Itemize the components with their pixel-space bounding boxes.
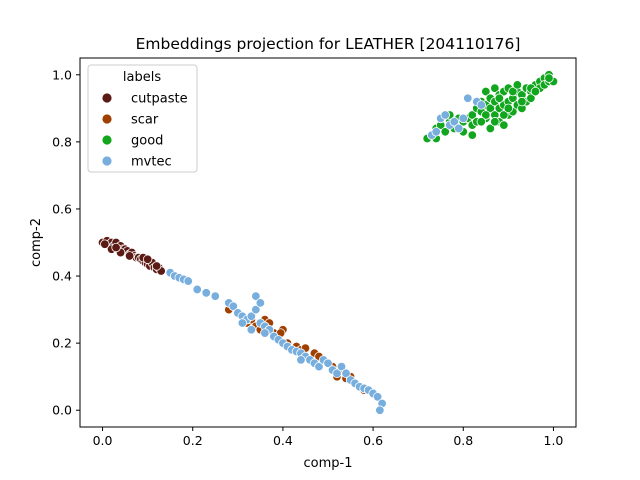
point-mvtec-55: [449, 117, 459, 127]
point-good-54: [481, 110, 491, 120]
point-mvtec-56: [454, 123, 464, 134]
point-good-13: [467, 110, 477, 120]
point-mvtec-57: [458, 113, 468, 124]
point-cutpaste-31: [151, 261, 162, 271]
point-mvtec-51: [431, 127, 441, 137]
point-mvtec-43: [372, 392, 383, 402]
x-tick-label-4: 0.8: [453, 433, 473, 448]
point-good-5: [440, 127, 450, 137]
point-mvtec-5: [192, 284, 202, 295]
point-good-23: [485, 123, 496, 134]
point-good-45: [526, 93, 536, 103]
y-tick-label-3: 0.6: [52, 201, 72, 216]
point-good-64: [503, 103, 514, 114]
point-good-61: [544, 73, 554, 83]
x-tick-label-0: 0.0: [93, 433, 113, 448]
axes-frame: [79, 57, 577, 428]
x-tick-label-3: 0.6: [363, 433, 383, 448]
x-axis: 0.0 0.2 0.4 0.6 0.8 1.0: [93, 427, 564, 448]
legend-label-cutpaste: cutpaste: [131, 92, 188, 107]
point-good-57: [508, 86, 518, 97]
x-tick-label-1: 0.2: [183, 433, 203, 448]
point-cutpaste-30: [142, 254, 153, 264]
point-mvtec-6: [201, 288, 211, 298]
point-good-67: [512, 80, 523, 90]
point-mvtec-45: [375, 405, 385, 415]
point-mvtec-60: [476, 100, 487, 110]
point-mvtec-58: [463, 93, 473, 103]
point-mvtec-47: [260, 328, 270, 338]
legend-title: labels: [123, 70, 161, 85]
y-axis: 0.0 0.2 0.4 0.6 0.8 1.0: [52, 67, 80, 418]
point-cutpaste-28: [124, 251, 135, 261]
point-mvtec-46: [246, 325, 257, 335]
point-mvtec-49: [296, 355, 306, 365]
y-tick-label-0: 0.0: [52, 403, 72, 418]
legend-marker-good: [101, 134, 113, 146]
legend-marker-scar: [101, 113, 113, 125]
plot-marks: [97, 70, 559, 415]
y-tick-label-4: 0.8: [52, 134, 72, 149]
point-mvtec-30: [314, 361, 324, 372]
legend-box: [87, 64, 198, 173]
point-good-60: [530, 86, 541, 97]
legend-marker-cutpaste: [101, 92, 113, 104]
point-mvtec-53: [440, 110, 450, 120]
point-good-32: [499, 120, 509, 130]
point-mvtec-35: [336, 361, 347, 372]
point-good-63: [494, 93, 505, 103]
x-tick-label-2: 0.4: [273, 433, 293, 448]
point-cutpaste-33: [111, 242, 121, 253]
y-tick-label-1: 0.2: [52, 336, 72, 351]
y-axis-label: comp-2: [29, 218, 44, 267]
legend-label-good: good: [131, 134, 163, 149]
point-good-58: [517, 96, 527, 107]
point-mvtec-15: [251, 291, 261, 301]
point-good-22: [485, 103, 496, 114]
point-cutpaste-32: [100, 239, 110, 249]
point-mvtec-7: [210, 291, 220, 301]
point-mvtec-13: [246, 311, 257, 322]
y-tick-label-2: 0.4: [52, 269, 72, 284]
point-good-18: [481, 86, 491, 97]
legend: labels cutpaste scar good mvtec: [87, 64, 198, 173]
chart-title: Embeddings projection for LEATHER [20411…: [136, 35, 521, 53]
point-mvtec-36: [341, 368, 351, 379]
point-good-56: [499, 110, 509, 120]
x-tick-label-5: 1.0: [544, 433, 564, 448]
point-good-65: [467, 130, 477, 140]
point-mvtec-4: [183, 276, 193, 286]
point-mvtec-9: [228, 301, 239, 311]
legend-label-scar: scar: [131, 113, 159, 128]
point-good-62: [476, 117, 487, 127]
point-mvtec-48: [237, 318, 248, 328]
x-axis-label: comp-1: [304, 456, 353, 471]
point-mvtec-14: [251, 304, 261, 315]
legend-marker-mvtec: [101, 155, 113, 167]
legend-entries: cutpaste scar good mvtec: [101, 92, 188, 170]
point-good-55: [490, 117, 500, 127]
point-mvtec-32: [323, 358, 333, 368]
legend-label-mvtec: mvtec: [131, 155, 172, 170]
point-good-24: [490, 83, 500, 93]
point-mvtec-34: [332, 368, 342, 379]
y-tick-label-5: 1.0: [52, 67, 72, 82]
point-mvtec-16: [255, 298, 266, 308]
